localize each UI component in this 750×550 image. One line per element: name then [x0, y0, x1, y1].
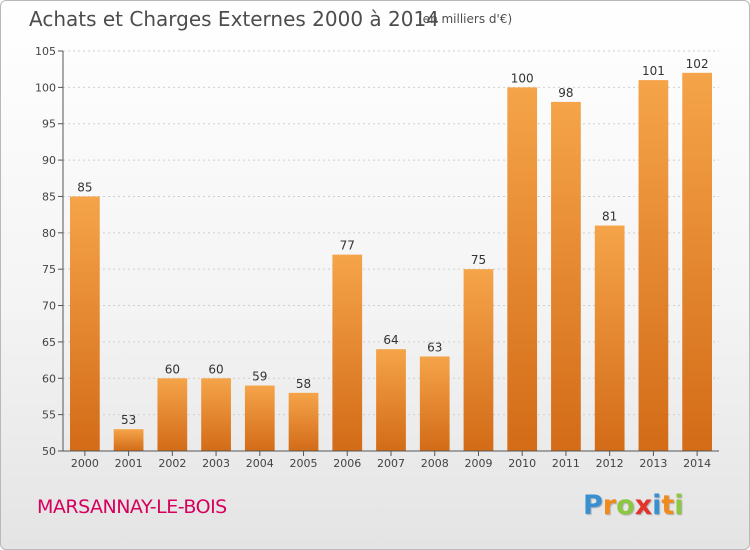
y-tick-label: 55	[42, 409, 56, 422]
logo-letter: o	[616, 490, 635, 521]
x-tick-label: 2007	[377, 457, 405, 470]
y-tick-label: 100	[35, 81, 56, 94]
y-tick-label: 90	[42, 154, 56, 167]
bar-value-label: 58	[296, 377, 311, 391]
bar-value-label: 59	[252, 370, 267, 384]
y-tick-label: 105	[35, 45, 56, 58]
proxiti-logo: Proxiti	[583, 490, 684, 521]
bar-2008	[419, 356, 450, 451]
logo-letter: r	[602, 490, 617, 521]
logo-letter: i	[652, 490, 662, 521]
x-tick-label: 2003	[202, 457, 230, 470]
bar-value-label: 98	[558, 86, 573, 100]
chart-title: Achats et Charges Externes 2000 à 2014	[29, 7, 439, 31]
bar-value-label: 53	[121, 413, 136, 427]
bar-2009	[463, 269, 494, 451]
bar-value-label: 101	[642, 64, 665, 78]
bar-2014	[682, 72, 713, 452]
bar-2000	[69, 196, 100, 451]
bar-2003	[201, 378, 231, 451]
bar-value-label: 85	[77, 180, 92, 194]
x-tick-label: 2004	[246, 457, 274, 470]
y-tick-label: 80	[42, 227, 56, 240]
y-tick-label: 50	[42, 445, 56, 458]
x-tick-label: 2000	[71, 457, 99, 470]
x-tick-label: 2011	[552, 457, 580, 470]
bar-2006	[332, 254, 363, 451]
bar-value-label: 64	[383, 333, 398, 347]
bar-value-label: 75	[471, 253, 486, 267]
bars: 85 53 60 60 59 58 77 64 63 75 100 98 81 101 102	[69, 57, 713, 452]
x-tick-label: 2002	[158, 457, 186, 470]
bar-2001	[113, 429, 144, 451]
bar-2002	[157, 378, 188, 451]
bar-2004	[244, 385, 275, 451]
y-tick-label: 95	[42, 118, 56, 131]
y-tick-label: 75	[42, 263, 56, 276]
bar-2005	[288, 392, 319, 451]
logo-letter: x	[634, 490, 653, 521]
x-tick-label: 2005	[290, 457, 318, 470]
x-tick-label: 2012	[596, 457, 624, 470]
x-tick-label: 2014	[683, 457, 711, 470]
x-tick-label: 2008	[421, 457, 449, 470]
axes: 50 55 60 65 70 75 80 85 90 95 100 105 2000 2001 2002 20…	[35, 45, 719, 470]
x-tick-label: 2009	[464, 457, 492, 470]
x-tick-label: 2013	[639, 457, 667, 470]
bar-2012	[594, 225, 625, 451]
x-tick-label: 2006	[333, 457, 361, 470]
bar-value-label: 102	[686, 57, 709, 71]
chart-subtitle: (en milliers d'€)	[418, 12, 513, 26]
logo-letter: i	[674, 490, 684, 521]
bar-value-label: 100	[511, 71, 534, 85]
bar-value-label: 77	[340, 239, 355, 253]
logo-letter: P	[583, 490, 603, 521]
bar-value-label: 60	[208, 362, 223, 376]
bar-value-label: 81	[602, 210, 617, 224]
bar-2013	[638, 80, 669, 451]
y-tick-label: 65	[42, 336, 56, 349]
logo-letter: t	[661, 490, 675, 521]
bar-2007	[376, 349, 406, 451]
bar-value-label: 60	[165, 362, 180, 376]
x-tick-label: 2010	[508, 457, 536, 470]
bar-value-label: 63	[427, 340, 442, 354]
x-tick-label: 2001	[115, 457, 143, 470]
y-tick-label: 60	[42, 372, 56, 385]
commune-name: MARSANNAY-LE-BOIS	[37, 496, 227, 518]
y-tick-label: 70	[42, 300, 56, 313]
y-tick-label: 85	[42, 190, 56, 203]
bar-2010	[507, 87, 538, 451]
bar-2011	[551, 101, 581, 451]
